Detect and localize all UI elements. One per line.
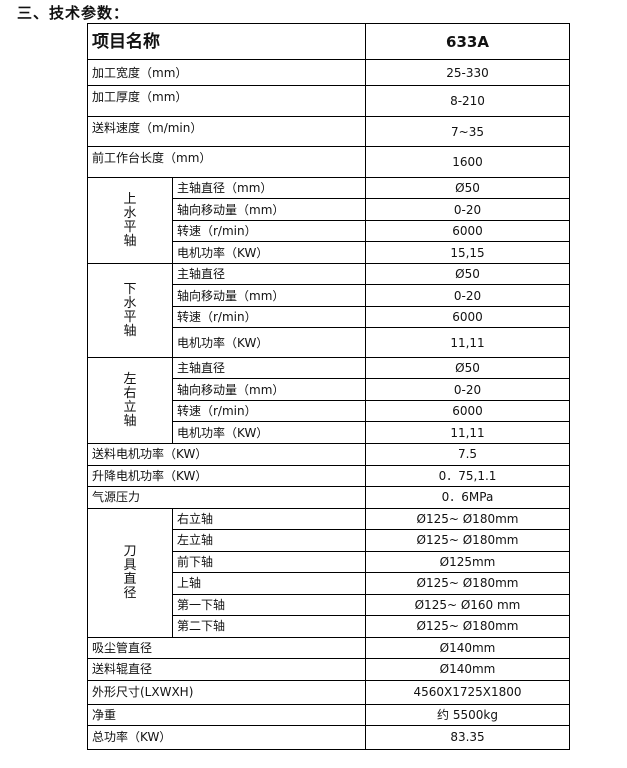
header-value: 633A: [365, 23, 570, 60]
table-row: 外形尺寸(LXWXH) 4560X1725X1800: [87, 679, 570, 705]
row-label: 转速（r/min）: [172, 220, 366, 242]
row-label: 主轴直径: [172, 357, 366, 379]
row-value: 1600: [365, 146, 570, 178]
row-label: 气源压力: [87, 486, 366, 509]
row-label: 左立轴: [172, 529, 366, 552]
row-value: 0．6MPa: [365, 486, 570, 509]
row-value: Ø125~ Ø180mm: [365, 572, 570, 595]
row-value: 7.5: [365, 443, 570, 466]
row-label: 电机功率（KW）: [172, 241, 366, 264]
table-row: 前工作台长度（mm） 1600: [87, 146, 570, 178]
row-label: 主轴直径（mm）: [172, 177, 366, 199]
row-value: Ø125~ Ø180mm: [365, 529, 570, 552]
table-row: 总功率（KW） 83.35: [87, 724, 570, 750]
row-label: 电机功率（KW）: [172, 421, 366, 444]
row-value: 0-20: [365, 198, 570, 221]
row-value: Ø125~ Ø180mm: [365, 615, 570, 638]
group-name-text: 左右立轴: [123, 371, 137, 429]
row-value: 0．75,1.1: [365, 464, 570, 487]
row-label: 送料辊直径: [87, 657, 366, 681]
row-value: Ø125mm: [365, 550, 570, 573]
table-row: 电机功率（KW） 11,11: [88, 327, 570, 358]
row-value: 6000: [365, 306, 570, 328]
table-row: 转速（r/min） 6000: [88, 306, 570, 328]
row-value: Ø50: [365, 263, 570, 285]
row-label: 升降电机功率（KW）: [87, 464, 366, 487]
row-label: 主轴直径: [172, 263, 366, 285]
row-label: 转速（r/min）: [172, 400, 366, 422]
row-value: Ø50: [365, 357, 570, 379]
table-row: 升降电机功率（KW） 0．75,1.1: [87, 464, 570, 487]
group-name-text: 上水平轴: [123, 191, 137, 249]
row-value: Ø140mm: [365, 657, 570, 681]
row-value: 15,15: [365, 241, 570, 264]
table-row: 刀具直径 右立轴 Ø125~ Ø180mm: [87, 507, 570, 638]
table-row: 第二下轴 Ø125~ Ø180mm: [88, 615, 570, 638]
row-label: 前工作台长度（mm）: [87, 146, 366, 178]
row-value: 0-20: [365, 378, 570, 401]
row-value: Ø140mm: [365, 636, 570, 659]
table-row: 上水平轴 主轴直径（mm） Ø50: [87, 177, 570, 264]
row-label: 送料速度（m/min）: [87, 116, 366, 147]
row-value: 25-330: [365, 59, 570, 86]
row-label: 送料电机功率（KW）: [87, 443, 366, 466]
row-value: 6000: [365, 220, 570, 242]
table-row: 电机功率（KW） 15,15: [88, 241, 570, 264]
table-row: 送料辊直径 Ø140mm: [87, 657, 570, 681]
row-value: Ø125~ Ø160 mm: [365, 593, 570, 616]
row-value: Ø125~ Ø180mm: [365, 507, 570, 530]
table-row: 气源压力 0．6MPa: [87, 486, 570, 509]
table-row: 项目名称 633A: [87, 23, 570, 60]
row-label: 吸尘管直径: [87, 636, 366, 659]
row-label: 右立轴: [172, 507, 366, 530]
row-value: 0-20: [365, 284, 570, 307]
row-value: 4560X1725X1800: [365, 679, 570, 705]
row-value: 83.35: [365, 724, 570, 750]
group-name: 左右立轴: [87, 357, 173, 444]
row-label: 外形尺寸(LXWXH): [87, 679, 366, 705]
row-label: 电机功率（KW）: [172, 327, 366, 358]
header-label: 项目名称: [87, 23, 366, 60]
row-label: 轴向移动量（mm）: [172, 198, 366, 221]
row-label: 第二下轴: [172, 615, 366, 638]
table-row: 加工宽度（mm） 25-330: [87, 59, 570, 86]
row-label: 轴向移动量（mm）: [172, 378, 366, 401]
table-row: 送料速度（m/min） 7~35: [87, 116, 570, 147]
group-name-text: 刀具直径: [123, 543, 137, 601]
row-label: 转速（r/min）: [172, 306, 366, 328]
table-row: 第一下轴 Ø125~ Ø160 mm: [88, 593, 570, 616]
row-label: 前下轴: [172, 550, 366, 573]
row-value: 7~35: [365, 116, 570, 147]
row-label: 总功率（KW）: [87, 724, 366, 750]
table-row: 加工厚度（mm） 8-210: [87, 85, 570, 117]
row-value: Ø50: [365, 177, 570, 199]
row-label: 上轴: [172, 572, 366, 595]
table-row: 前下轴 Ø125mm: [88, 550, 570, 573]
group-name: 下水平轴: [87, 263, 173, 358]
table-row: 送料电机功率（KW） 7.5: [87, 443, 570, 466]
row-value: 约 5500kg: [365, 703, 570, 726]
table-row: 净重约 5500kg: [87, 703, 570, 726]
row-label: 净重: [87, 703, 366, 726]
spec-table: 项目名称 633A 加工宽度（mm） 25-330 加工厚度（mm） 8-210 送料速度（…: [87, 23, 570, 750]
table-row: 左右立轴 主轴直径 Ø50: [87, 357, 570, 444]
table-row: 下水平轴 主轴直径 Ø50: [87, 263, 570, 358]
table-row: 转速（r/min） 6000: [88, 400, 570, 422]
group-name-text: 下水平轴: [123, 281, 137, 339]
group-name: 刀具直径: [87, 507, 173, 638]
row-value: 6000: [365, 400, 570, 422]
row-label: 轴向移动量（mm）: [172, 284, 366, 307]
row-value: 11,11: [365, 327, 570, 358]
table-row: 电机功率（KW） 11,11: [88, 421, 570, 444]
row-label: 加工厚度（mm）: [87, 85, 366, 117]
group-name: 上水平轴: [87, 177, 173, 264]
row-value: 8-210: [365, 85, 570, 117]
table-row: 吸尘管直径 Ø140mm: [87, 636, 570, 659]
row-value: 11,11: [365, 421, 570, 444]
row-label: 第一下轴: [172, 593, 366, 616]
row-label: 加工宽度（mm）: [87, 59, 366, 86]
section-heading: 三、技术参数：: [17, 4, 130, 22]
